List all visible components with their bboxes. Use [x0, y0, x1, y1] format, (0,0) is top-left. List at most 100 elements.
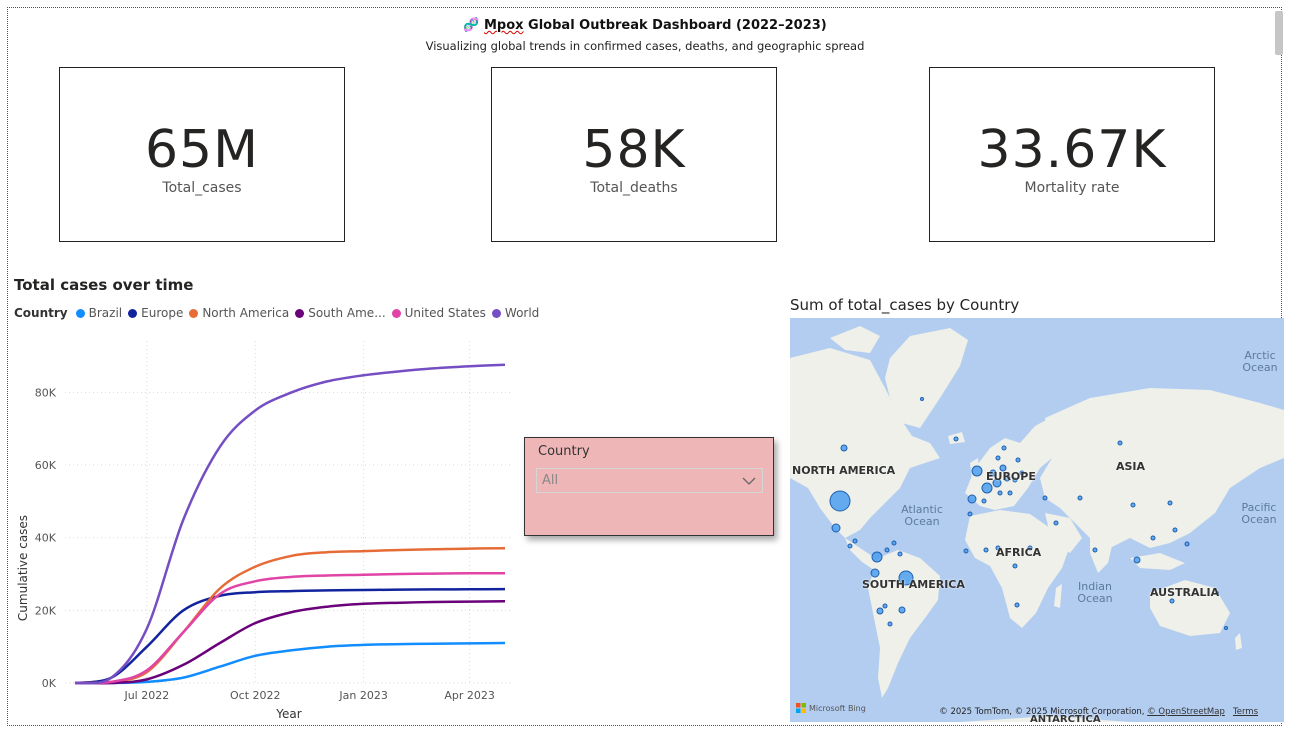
map-title: Sum of total_cases by Country [790, 296, 1020, 314]
case-bubble [999, 464, 1007, 472]
landmass-south-america [868, 550, 940, 698]
case-bubble [898, 570, 914, 586]
case-bubble [870, 568, 880, 578]
title-text: Global Outbreak Dashboard (2022–2023) [523, 18, 827, 33]
osm-link[interactable]: © OpenStreetMap [1147, 707, 1225, 717]
legend-item[interactable]: United States [391, 306, 486, 320]
case-bubble [847, 543, 853, 549]
kpi-label: Total_cases [162, 180, 242, 196]
landmass-greenland [885, 328, 968, 428]
landmass-central-america [845, 538, 880, 570]
map-label-north-america: NORTH AMERICA [792, 464, 896, 477]
series-line-europe[interactable] [74, 587, 506, 685]
chevron-down-icon [742, 473, 756, 497]
kpi-card-total-cases[interactable]: 65M Total_cases [59, 67, 345, 242]
case-bubble [1019, 470, 1025, 476]
landmass-north-america [790, 348, 940, 538]
case-bubble [967, 511, 973, 517]
case-bubble [1014, 602, 1020, 608]
country-dropdown[interactable]: All [536, 468, 763, 493]
map-label-asia: ASIA [1116, 460, 1146, 473]
bing-logo-text: Microsoft Bing [809, 703, 866, 713]
world-map[interactable]: NORTH AMERICA SOUTH AMERICA EUROPE AFRIC… [790, 318, 1284, 722]
legend-marker [128, 308, 138, 318]
kpi-card-mortality-rate[interactable]: 33.67K Mortality rate [929, 67, 1215, 242]
x-tick-label: Jul 2022 [123, 689, 169, 702]
legend-label: World [504, 306, 540, 320]
landmass-antarctica [960, 716, 1130, 722]
case-bubble [1172, 527, 1178, 533]
legend-item[interactable]: North America [189, 306, 289, 320]
landmass-madagascar [1054, 584, 1062, 608]
x-tick-label: Apr 2023 [444, 689, 495, 702]
dropdown-value: All [542, 473, 559, 488]
ocean-label-arctic: Arctic Ocean [1242, 349, 1278, 374]
legend-item[interactable]: Brazil [75, 306, 122, 320]
kpi-label: Total_deaths [590, 180, 678, 196]
case-bubble [1077, 495, 1083, 501]
legend-marker [75, 308, 85, 318]
case-bubble [1169, 598, 1175, 604]
x-tick-label: Jan 2023 [338, 689, 387, 702]
legend-label: South Ame... [308, 306, 386, 320]
landmass-india [1090, 533, 1115, 573]
legend-marker [295, 308, 305, 318]
kpi-value: 33.67K [977, 120, 1167, 180]
map-label-antarctica: ANTARCTICA [1030, 714, 1101, 722]
case-bubble [1012, 563, 1018, 569]
map-label-australia: AUSTRALIA [1150, 586, 1220, 599]
case-bubble [981, 498, 987, 504]
terms-link[interactable]: Terms [1232, 707, 1258, 717]
legend-title: Country [14, 306, 68, 320]
y-tick-label: 40K [35, 532, 57, 545]
line-chart[interactable]: 0K 20K 40K 60K 80K Jul 2022 Oct 2022 Jan 2023 Ap… [0, 318, 520, 728]
case-bubble [852, 538, 858, 544]
case-bubble [967, 494, 977, 504]
page-title: 🧬 Mpox Global Outbreak Dashboard (2022–2… [0, 18, 1290, 33]
map-label-europe: EUROPE [986, 470, 1036, 483]
legend-item[interactable]: World [491, 306, 540, 320]
kpi-value: 65M [144, 120, 260, 180]
landmass-africa [965, 510, 1070, 628]
case-bubble [1150, 535, 1156, 541]
case-bubble [1224, 626, 1228, 630]
series-line-world[interactable] [74, 363, 506, 685]
legend-marker [491, 308, 501, 318]
map-label-south-america: SOUTH AMERICA [862, 578, 965, 591]
landmass-new-zealand [1235, 633, 1242, 650]
bing-logo: Microsoft Bing [796, 703, 866, 713]
case-bubble [829, 490, 851, 512]
case-bubble [1015, 457, 1021, 463]
case-bubble [1215, 591, 1219, 595]
case-bubble [1130, 502, 1136, 508]
scrollbar[interactable] [1275, 11, 1283, 55]
series-line-united-states[interactable] [74, 572, 506, 685]
case-bubble [897, 551, 903, 557]
y-tick-label: 80K [35, 386, 57, 399]
kpi-value: 58K [582, 120, 686, 180]
case-bubble [1027, 545, 1033, 551]
legend-label: United States [404, 306, 486, 320]
page-subtitle: Visualizing global trends in confirmed c… [425, 39, 865, 53]
slicer-title: Country [538, 444, 590, 459]
country-slicer[interactable]: Country All [524, 437, 774, 536]
case-bubble [1117, 440, 1123, 446]
series-line-brazil[interactable] [74, 641, 506, 685]
legend-item[interactable]: South Ame... [295, 306, 386, 320]
case-bubble [831, 523, 841, 533]
legend-item[interactable]: Europe [128, 306, 183, 320]
ocean-label-indian: Indian Ocean [1077, 580, 1113, 605]
case-bubble [920, 397, 924, 401]
case-bubble [891, 540, 897, 546]
ocean-label-atlantic: Atlantic Ocean [901, 503, 943, 528]
x-axis-label: Year [275, 707, 301, 721]
case-bubble [1007, 490, 1013, 496]
case-bubble [898, 606, 906, 614]
case-bubble [1042, 495, 1048, 501]
case-bubble [992, 478, 1002, 488]
kpi-card-total-deaths[interactable]: 58K Total_deaths [491, 67, 777, 242]
landmass-arctic-islands [830, 326, 880, 353]
case-bubble [1001, 445, 1007, 451]
series-line-north-america[interactable] [74, 546, 506, 685]
series-line-south-ame-[interactable] [74, 600, 506, 685]
